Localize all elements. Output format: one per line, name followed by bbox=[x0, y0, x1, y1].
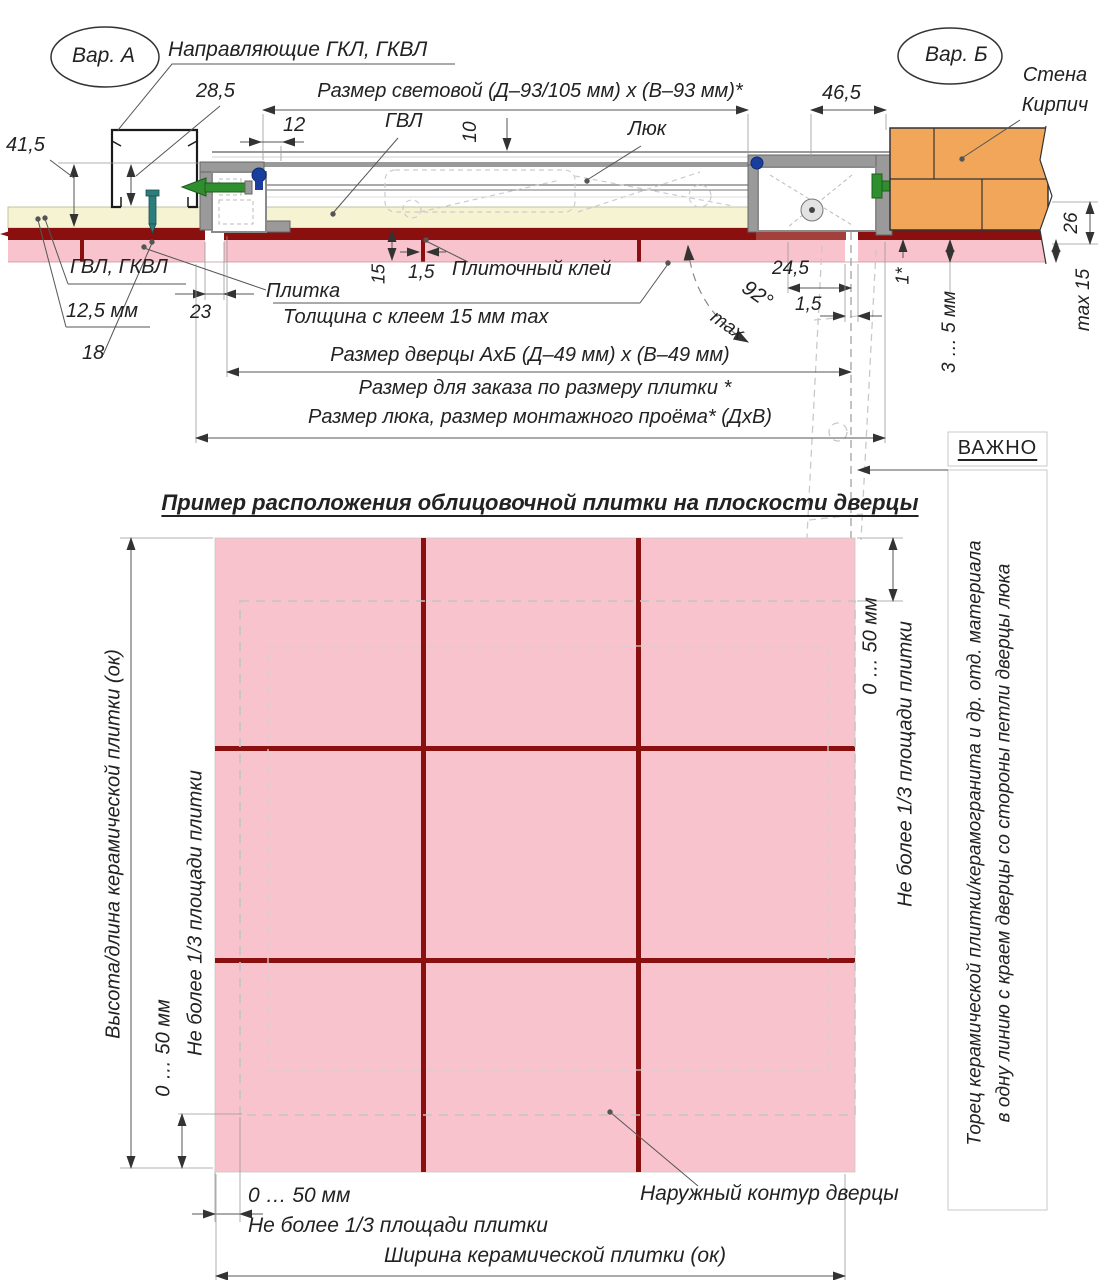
screw-blue-right-icon bbox=[750, 156, 764, 170]
tile-grid bbox=[214, 537, 856, 1173]
tile-glue-label: Плиточный клей bbox=[452, 258, 612, 280]
tile-width-label: Ширина керамической плитки (ок) bbox=[384, 1244, 726, 1267]
dim-18: 18 bbox=[82, 342, 105, 364]
gvl-gkvl-label: ГВЛ, ГКВЛ bbox=[70, 256, 168, 278]
dim-28-5: 28,5 bbox=[196, 80, 235, 102]
hatch-size-label: Размер люка, размер монтажного проёма* (… bbox=[308, 406, 772, 428]
door-size-label: Размер дверцы АхБ (Д–49 мм) х (В–49 мм) bbox=[330, 344, 730, 366]
door-outer-contour-dashed bbox=[239, 600, 856, 1116]
grid-dimension-lines bbox=[120, 537, 903, 1280]
brick-wall bbox=[889, 125, 1062, 265]
hatch-label: Люк bbox=[628, 118, 667, 140]
wall-label-1: Стена bbox=[1022, 64, 1088, 86]
dim-41-5: 41,5 bbox=[6, 134, 45, 156]
dim-1-star: 1* bbox=[892, 267, 913, 285]
right-third-note: Не более 1/3 площади плитки bbox=[894, 621, 917, 907]
section-dimension-lines bbox=[35, 63, 1098, 443]
right-margin-label: 0 … 50 мм bbox=[859, 597, 882, 695]
dim-1-5-b: 1,5 bbox=[795, 294, 822, 315]
dim-23: 23 bbox=[190, 302, 212, 323]
dim-clear-opening: Размер световой (Д–93/105 мм) х (В–93 мм… bbox=[317, 80, 743, 102]
door-contour-label: Наружный контур дверцы bbox=[640, 1182, 899, 1205]
drywall-guide-profile bbox=[110, 128, 199, 209]
gvl-label: ГВЛ bbox=[385, 110, 423, 132]
dim-46-5: 46,5 bbox=[822, 82, 861, 104]
tile-label: Плитка bbox=[266, 280, 341, 302]
bottom-margin-label: 0 … 50 мм bbox=[248, 1184, 351, 1207]
dim-12: 12 bbox=[283, 114, 306, 136]
variant-a-label: Вар. А bbox=[72, 44, 136, 67]
important-header: ВАЖНО bbox=[957, 437, 1038, 459]
important-note-line1: Торец керамической плитки/керамогранита … bbox=[964, 540, 986, 1146]
order-size-label: Размер для заказа по размеру плитки * bbox=[358, 377, 732, 399]
guides-label: Направляющие ГКЛ, ГКВЛ bbox=[168, 38, 428, 61]
left-third-note: Не более 1/3 площади плитки bbox=[184, 770, 207, 1056]
drywall-screw-icon bbox=[145, 189, 160, 235]
dim-12-5: 12,5 мм bbox=[66, 300, 138, 322]
door-inner-contour-dashed bbox=[267, 645, 829, 1071]
dim-24-5: 24,5 bbox=[772, 258, 809, 279]
variant-b-label: Вар. Б bbox=[925, 43, 988, 66]
dim-max-15: max 15 bbox=[1073, 268, 1094, 332]
wall-label-2: Кирпич bbox=[1021, 94, 1089, 116]
dim-10: 10 bbox=[460, 121, 481, 143]
variant-a-oval bbox=[50, 26, 160, 88]
left-margin-label: 0 … 50 мм bbox=[152, 999, 175, 1097]
tile-height-label: Высота/длина керамической плитки (ок) bbox=[102, 649, 125, 1039]
screw-blue-left-icon bbox=[251, 167, 267, 183]
dim-1-5-a: 1,5 bbox=[408, 262, 435, 283]
dim-15: 15 bbox=[368, 263, 389, 285]
variant-b-oval bbox=[897, 27, 1003, 85]
dim-26: 26 bbox=[1061, 212, 1082, 234]
door-leaf bbox=[264, 162, 750, 219]
door-swing-arc bbox=[683, 244, 750, 343]
dim-3-5: 3 … 5 мм bbox=[939, 290, 960, 374]
tile-layout-title: Пример расположения облицовочной плитки … bbox=[161, 490, 919, 515]
important-note-text: Торец керамической плитки/керамогранита … bbox=[961, 540, 1020, 1145]
hatch-frame-left bbox=[180, 161, 291, 233]
screw-green-left-icon bbox=[180, 177, 207, 197]
important-note-line2: в одну линию с краем дверцы со стороны п… bbox=[994, 563, 1015, 1123]
hinge-ghost-lines bbox=[384, 169, 734, 219]
important-note-box bbox=[857, 431, 1048, 1211]
bottom-third-note: Не более 1/3 площади плитки bbox=[248, 1214, 548, 1237]
thickness-note: Толщина с клеем 15 мм max bbox=[283, 306, 549, 328]
